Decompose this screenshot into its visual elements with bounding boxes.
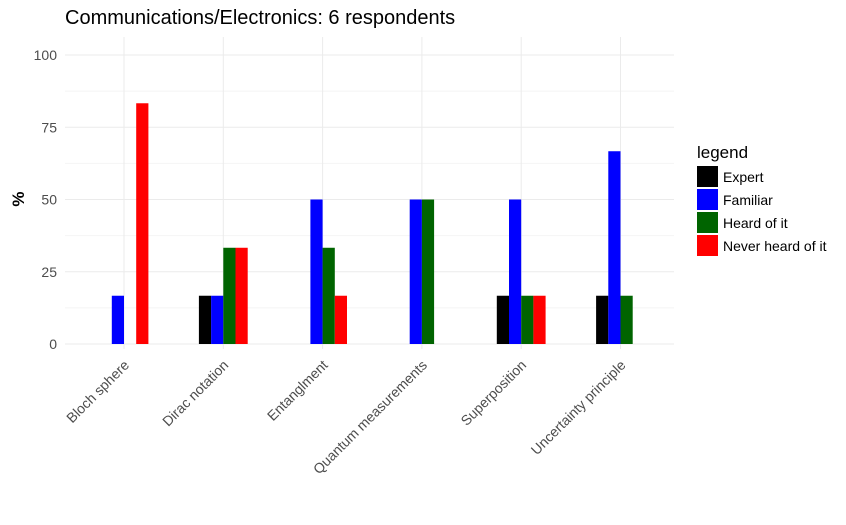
bar xyxy=(533,295,546,344)
legend-items: Expert Familiar Heard of it Never heard of … xyxy=(697,165,827,257)
x-tick-label: Superposition xyxy=(457,357,529,429)
legend-label: Never heard of it xyxy=(723,237,827,254)
x-tick-label: Dirac notation xyxy=(159,357,231,429)
y-tick-label: 25 xyxy=(41,264,57,280)
legend-label: Familiar xyxy=(723,191,773,208)
legend: legend Expert Familiar Heard of it Never he… xyxy=(697,143,827,257)
legend-item: Never heard of it xyxy=(697,234,827,257)
y-tick-labels: 0 25 50 75 100 xyxy=(34,47,58,352)
legend-item: Familiar xyxy=(697,188,827,211)
legend-swatch xyxy=(697,235,718,256)
bar xyxy=(211,295,224,344)
bar xyxy=(322,247,335,344)
legend-swatch xyxy=(697,189,718,210)
bar xyxy=(521,295,534,344)
bar xyxy=(509,199,522,344)
x-tick-label: Bloch sphere xyxy=(63,357,132,426)
legend-label: Heard of it xyxy=(723,214,788,231)
y-axis-label: % xyxy=(9,191,28,206)
bar xyxy=(223,247,236,344)
bar xyxy=(596,295,609,344)
legend-title: legend xyxy=(697,143,749,162)
y-tick-label: 75 xyxy=(41,119,57,135)
legend-item: Heard of it xyxy=(697,211,827,234)
legend-label: Expert xyxy=(723,168,764,185)
x-tick-labels: Bloch sphere Dirac notation EntanglmentQua… xyxy=(63,357,629,477)
chart-title: Communications/Electronics: 6 respondent… xyxy=(65,7,456,29)
legend-swatch xyxy=(697,166,718,187)
x-tick-label: Uncertainty principle xyxy=(528,357,629,458)
bar xyxy=(496,295,509,344)
bar xyxy=(310,199,323,344)
bar xyxy=(111,295,124,344)
bar xyxy=(136,103,149,344)
bar xyxy=(198,295,212,344)
grid-lines xyxy=(65,37,674,349)
y-tick-label: 50 xyxy=(41,192,57,208)
bar xyxy=(409,199,422,344)
bar xyxy=(235,247,248,344)
legend-item: Expert xyxy=(697,165,827,188)
x-tick-label: Entanglment xyxy=(264,357,331,424)
x-tick-label: Quantum measurements xyxy=(310,357,430,477)
bar xyxy=(620,295,633,344)
y-tick-label: 100 xyxy=(34,47,58,63)
bar xyxy=(334,295,347,344)
bar xyxy=(421,199,435,344)
legend-swatch xyxy=(697,212,718,233)
y-tick-label: 0 xyxy=(49,336,57,352)
bars xyxy=(111,103,633,344)
bar xyxy=(608,151,621,344)
